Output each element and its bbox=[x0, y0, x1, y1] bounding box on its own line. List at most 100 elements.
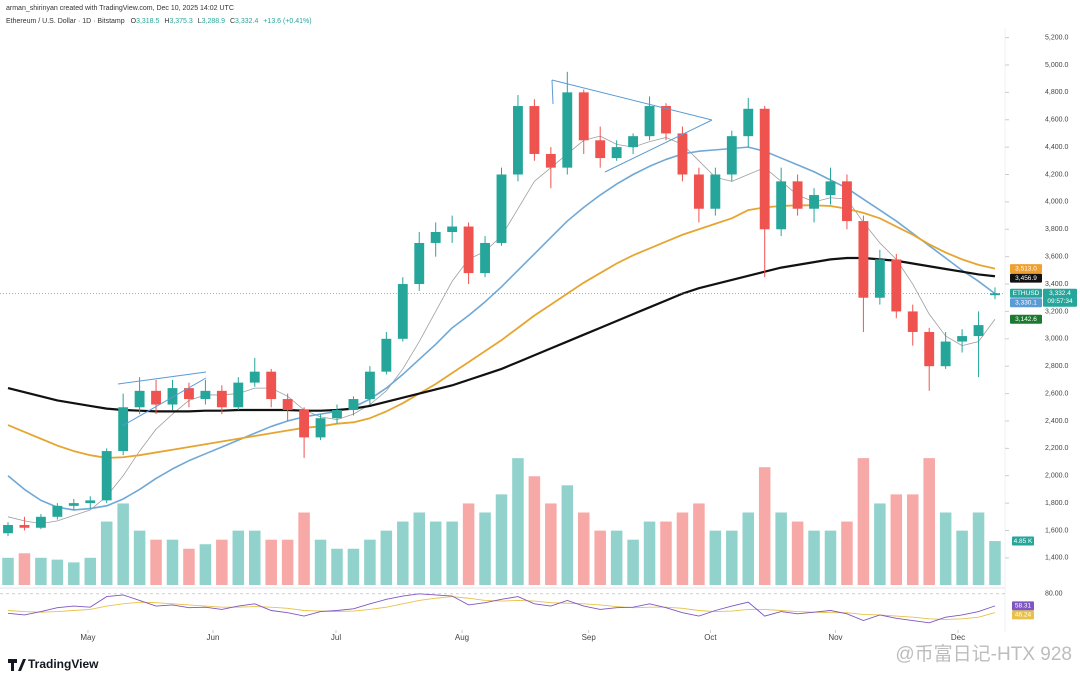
volume-bar bbox=[890, 494, 903, 585]
candle-body bbox=[842, 181, 852, 222]
candle-body bbox=[167, 388, 178, 405]
y-tick-label: 2,800.0 bbox=[1045, 363, 1068, 370]
volume-bar bbox=[281, 539, 294, 585]
trendline bbox=[121, 377, 207, 427]
candle-body bbox=[364, 371, 375, 400]
volume-layer bbox=[2, 458, 1001, 585]
candle-layer bbox=[3, 71, 1000, 536]
volume-bar bbox=[841, 521, 853, 585]
candle-body bbox=[299, 410, 310, 438]
volume-bar bbox=[923, 458, 935, 585]
candle-body bbox=[315, 418, 326, 438]
volume-bar bbox=[824, 530, 837, 585]
logo-icon bbox=[8, 659, 26, 671]
candle-body bbox=[414, 242, 425, 285]
y-tick-label: 3,600.0 bbox=[1045, 253, 1068, 260]
candle-body bbox=[726, 136, 737, 175]
volume-bar bbox=[775, 512, 787, 585]
ohlc-key: H bbox=[164, 18, 169, 25]
volume-bar bbox=[528, 476, 541, 585]
countdown: 09:57:34 bbox=[1047, 298, 1073, 305]
candle-body bbox=[118, 407, 129, 452]
axis-layer: 1,400.0 1,600.0 1,800.0 2,000.0 2,200.0 2,400… bbox=[80, 34, 1068, 642]
candle-body bbox=[973, 325, 984, 337]
y-tick-label: 4,600.0 bbox=[1045, 117, 1068, 124]
rsi-line bbox=[7, 593, 996, 624]
volume-bar bbox=[35, 557, 47, 585]
candle-body bbox=[282, 399, 293, 411]
candle-body bbox=[447, 226, 458, 233]
ma-tag: 3,456.9 bbox=[1015, 275, 1037, 282]
volume-bar bbox=[51, 559, 64, 585]
rsi-tick-label: 80.00 bbox=[1045, 591, 1063, 598]
y-tick-label: 1,800.0 bbox=[1045, 500, 1068, 507]
candle-body bbox=[825, 181, 836, 196]
y-tick-label: 5,000.0 bbox=[1045, 62, 1068, 69]
volume-bar bbox=[956, 530, 968, 585]
volume-bar bbox=[183, 548, 195, 585]
candle-body bbox=[134, 390, 145, 408]
ma-tag: 3,330.1 bbox=[1015, 300, 1037, 307]
volume-bar bbox=[413, 512, 426, 585]
candle-body bbox=[661, 106, 671, 134]
candle-body bbox=[759, 108, 770, 230]
volume-bar bbox=[446, 521, 458, 585]
candle-body bbox=[397, 284, 408, 339]
volume-bar bbox=[693, 503, 705, 585]
volume-bar bbox=[808, 530, 820, 585]
candle-body bbox=[249, 371, 260, 383]
ma-tag-bg bbox=[1010, 298, 1042, 308]
rsi-layer: 80.00 bbox=[0, 591, 1063, 624]
candle-body bbox=[381, 338, 392, 372]
candle-body bbox=[858, 221, 869, 298]
brand-logo: TradingView bbox=[8, 657, 99, 671]
volume-bar bbox=[364, 539, 376, 585]
candle-body bbox=[907, 311, 918, 332]
volume-bar bbox=[68, 562, 80, 585]
trendline bbox=[551, 79, 713, 121]
ohlc-change: +13.6 (+0.41%) bbox=[263, 18, 311, 25]
volume-bar bbox=[627, 539, 639, 585]
candle-body bbox=[513, 106, 523, 175]
y-tick-label: 2,400.0 bbox=[1045, 418, 1068, 425]
volume-bar bbox=[857, 458, 870, 585]
candle-body bbox=[776, 181, 787, 230]
candle-body bbox=[19, 525, 30, 528]
y-tick-label: 4,400.0 bbox=[1045, 144, 1068, 151]
candle-body bbox=[595, 140, 606, 159]
ohlc-key: C bbox=[230, 18, 235, 25]
candle-body bbox=[940, 341, 951, 367]
volume-bar bbox=[380, 530, 393, 585]
x-tick-label: Jul bbox=[331, 633, 341, 642]
volume-bar bbox=[166, 539, 179, 585]
x-tick-label: Jun bbox=[207, 633, 220, 642]
volume-bar bbox=[2, 557, 14, 585]
candle-body bbox=[151, 390, 161, 405]
volume-bar bbox=[199, 544, 212, 585]
y-tick-label: 2,000.0 bbox=[1045, 473, 1068, 480]
rsi-tag-bg bbox=[1012, 610, 1034, 620]
volume-bar bbox=[726, 530, 738, 585]
candle-body bbox=[529, 106, 540, 154]
candle-body bbox=[990, 293, 1000, 296]
credit: arman_shirinyan created with TradingView… bbox=[6, 5, 234, 12]
brand-name: TradingView bbox=[28, 657, 99, 671]
volume-bar bbox=[495, 494, 508, 585]
ma-tag: 3,142.6 bbox=[1015, 316, 1037, 323]
x-tick-label: Aug bbox=[455, 633, 469, 642]
y-tick-label: 3,800.0 bbox=[1045, 226, 1068, 233]
volume-bar bbox=[133, 530, 146, 585]
candle-body bbox=[628, 136, 639, 148]
volume-bar bbox=[545, 503, 557, 585]
candle-body bbox=[743, 108, 754, 137]
volume-bar bbox=[397, 521, 409, 585]
y-tick-label: 3,200.0 bbox=[1045, 308, 1068, 315]
volume-bar bbox=[18, 553, 31, 585]
candle-body bbox=[233, 382, 244, 408]
volume-bar bbox=[610, 530, 623, 585]
ohlc-value: 3,332.4 bbox=[235, 18, 258, 25]
y-tick-label: 3,400.0 bbox=[1045, 281, 1068, 288]
